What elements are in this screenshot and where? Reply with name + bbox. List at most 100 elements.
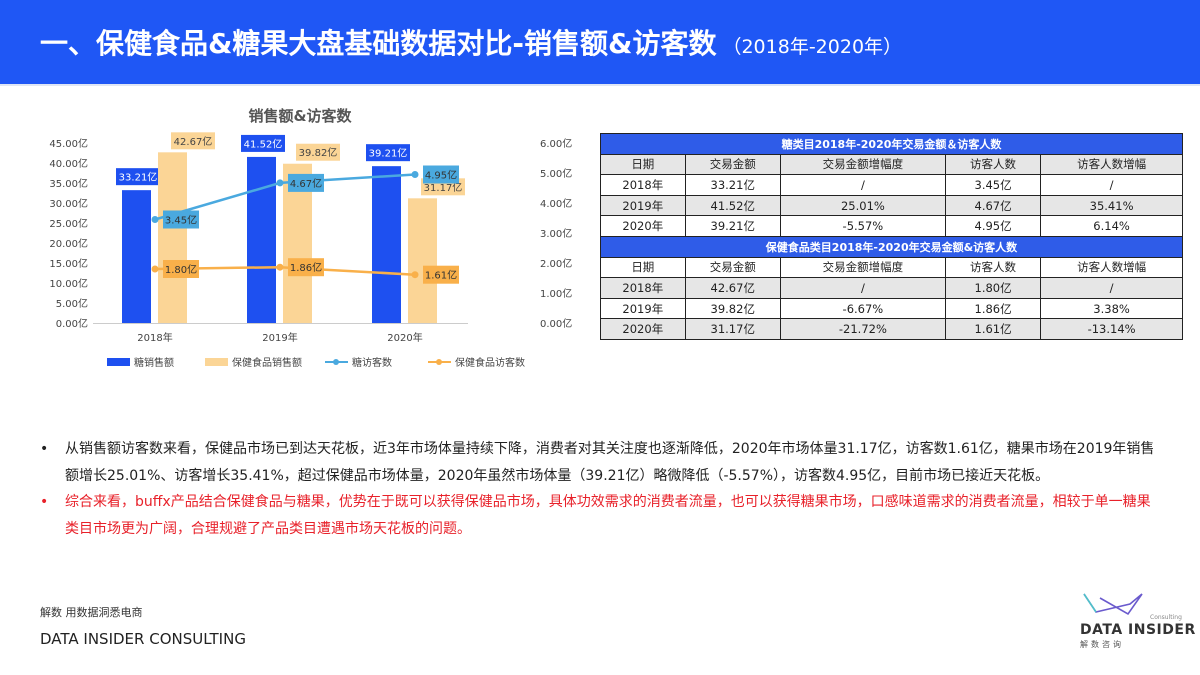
table-caption: 糖类目2018年-2020年交易金额＆访客人数 — [600, 133, 1183, 155]
legend-label: 保健食品访客数 — [455, 356, 525, 369]
data-label: 41.52亿 — [244, 137, 283, 150]
data-label: 42.67亿 — [174, 135, 213, 148]
legend-label: 糖销售额 — [134, 356, 174, 369]
data-label-bg — [296, 143, 340, 161]
table-cell: 访客人数增幅 — [1040, 153, 1183, 176]
table-cell: 交易金额增幅度 — [779, 256, 946, 279]
table-cell: 4.67亿 — [944, 194, 1042, 217]
data-label-bg — [366, 144, 410, 162]
line-point — [151, 265, 159, 273]
page-title: 一、保健食品&糖果大盘基础数据对比-销售额&访客数 （2018年-2020年） — [40, 22, 902, 62]
table-row: 2018年 42.67亿/1.80亿 / — [600, 277, 1183, 299]
left-axis-tick: 10.00亿 — [49, 277, 88, 290]
title-text: 一、保健食品&糖果大盘基础数据对比-销售额&访客数 — [40, 27, 717, 60]
table-cell: 35.41% — [1040, 194, 1183, 217]
data-label: 31.17亿 — [424, 181, 463, 194]
left-axis-tick: 45.00亿 — [49, 137, 88, 150]
left-axis-tick: 30.00亿 — [49, 197, 88, 210]
line-point — [411, 171, 419, 178]
data-label-bg — [116, 168, 160, 186]
data-label: 3.45亿 — [165, 214, 197, 227]
table-cell: 31.17亿 — [684, 318, 781, 340]
line-point — [276, 179, 284, 187]
bar-candy-sales — [372, 166, 401, 323]
bar-candy-sales — [247, 156, 276, 323]
right-axis-tick: 6.00亿 — [540, 137, 572, 150]
data-table: 糖类目2018年-2020年交易金额＆访客人数 日期 交易金额 交易金额增幅度 访客人数… — [600, 133, 1183, 340]
table-row: 2018年 33.21亿/3.45亿 / — [600, 174, 1183, 196]
data-label-bg — [163, 260, 199, 278]
data-label: 4.67亿 — [290, 177, 322, 190]
table1-header-row: 日期 交易金额 交易金额增幅度 访客人数 访客人数增幅 — [600, 153, 1183, 176]
table-cell: 4.95亿 — [944, 215, 1042, 237]
table-cell: 33.21亿 — [684, 174, 781, 196]
legend-swatch — [107, 358, 130, 366]
table-cell: -5.57% — [779, 215, 946, 237]
logo-cn: 解数咨询 — [1080, 640, 1124, 649]
bar-health-sales — [408, 198, 437, 323]
table-cell: -13.14% — [1040, 318, 1183, 340]
right-axis-tick: 1.00亿 — [540, 287, 572, 300]
x-axis-tick: 2019年 — [262, 331, 297, 344]
legend-marker — [436, 359, 442, 365]
table-cell: 1.86亿 — [944, 297, 1042, 320]
table-cell: 交易金额增幅度 — [779, 153, 946, 176]
bar-candy-sales — [122, 190, 151, 323]
line-point — [151, 216, 159, 223]
table-cell: / — [779, 277, 946, 299]
right-axis-tick: 2.00亿 — [540, 257, 572, 270]
chart-title: 销售额&访客数 — [248, 107, 352, 125]
left-axis-tick: 5.00亿 — [56, 297, 88, 310]
legend-marker — [333, 359, 339, 365]
table-cell: 39.21亿 — [684, 215, 781, 237]
table-cell: 交易金额 — [684, 256, 781, 279]
table-cell: 41.52亿 — [684, 194, 781, 217]
table-cell: 访客人数 — [944, 153, 1042, 176]
bar-health-sales — [158, 152, 187, 323]
table-cell: 日期 — [600, 256, 686, 279]
line-point — [276, 263, 284, 271]
table1-caption-row: 糖类目2018年-2020年交易金额＆访客人数 — [600, 133, 1183, 155]
bullet-conclusion: 综合来看，buffx产品结合保健食品与糖果，优势在于既可以获得保健品市场，具体功… — [40, 489, 1160, 542]
table-cell: 42.67亿 — [684, 277, 781, 299]
table-cell: 交易金额 — [684, 153, 781, 176]
data-label: 39.82亿 — [299, 146, 338, 159]
right-axis-tick: 0.00亿 — [540, 317, 572, 330]
table-cell: 1.61亿 — [944, 318, 1042, 340]
bullet-market-analysis: 从销售额访客数来看，保健品市场已到达天花板，近3年市场体量持续下降，消费者对其关… — [40, 436, 1160, 489]
table-cell: 访客人数增幅 — [1040, 256, 1183, 279]
table2-header-row: 日期 交易金额 交易金额增幅度 访客人数 访客人数增幅 — [600, 256, 1183, 279]
table-cell: 日期 — [600, 153, 686, 176]
table-row: 2020年 31.17亿 -21.72% 1.61亿 -13.14% — [600, 318, 1183, 340]
legend-swatch — [205, 358, 228, 366]
summary-bullets: 从销售额访客数来看，保健品市场已到达天花板，近3年市场体量持续下降，消费者对其关… — [40, 436, 1160, 542]
table-cell: / — [1040, 277, 1183, 299]
table-row: 2020年 39.21亿 -5.57% 4.95亿 6.14% — [600, 215, 1183, 237]
data-label: 39.21亿 — [369, 147, 408, 160]
table-cell: 2018年 — [600, 277, 686, 299]
table2-caption-row: 保健食品类目2018年-2020年交易金额&访客人数 — [600, 235, 1183, 258]
table-caption: 保健食品类目2018年-2020年交易金额&访客人数 — [600, 235, 1183, 258]
logo-consulting: Consulting — [1150, 614, 1182, 621]
table-cell: / — [779, 174, 946, 196]
table-cell: 2020年 — [600, 318, 686, 340]
left-axis-tick: 40.00亿 — [49, 157, 88, 170]
table-cell: 39.82亿 — [684, 297, 781, 320]
company-logo: Consulting DATA INSIDER 解数咨询 — [1075, 590, 1195, 650]
footer-brand: DATA INSIDER CONSULTING — [40, 630, 246, 648]
table-cell: 2019年 — [600, 297, 686, 320]
legend-label: 糖访客数 — [352, 356, 392, 369]
table-cell: / — [1040, 174, 1183, 196]
left-axis-tick: 20.00亿 — [49, 237, 88, 250]
table-row: 2019年 41.52亿 25.01% 4.67亿 35.41% — [600, 194, 1183, 217]
line-point — [411, 271, 419, 279]
sales-visitors-chart: 销售额&访客数 0.00亿 5.00亿 10.00亿 15.00亿 20.00亿 25.00… — [49, 107, 572, 369]
table-cell: 访客人数 — [944, 256, 1042, 279]
table-cell: 3.45亿 — [944, 174, 1042, 196]
right-axis-tick: 4.00亿 — [540, 197, 572, 210]
table-cell: 25.01% — [779, 194, 946, 217]
title-subtitle: （2018年-2020年） — [722, 36, 903, 58]
data-label-bg — [171, 132, 215, 150]
data-label-bg — [288, 173, 324, 192]
table-cell: -21.72% — [779, 318, 946, 340]
